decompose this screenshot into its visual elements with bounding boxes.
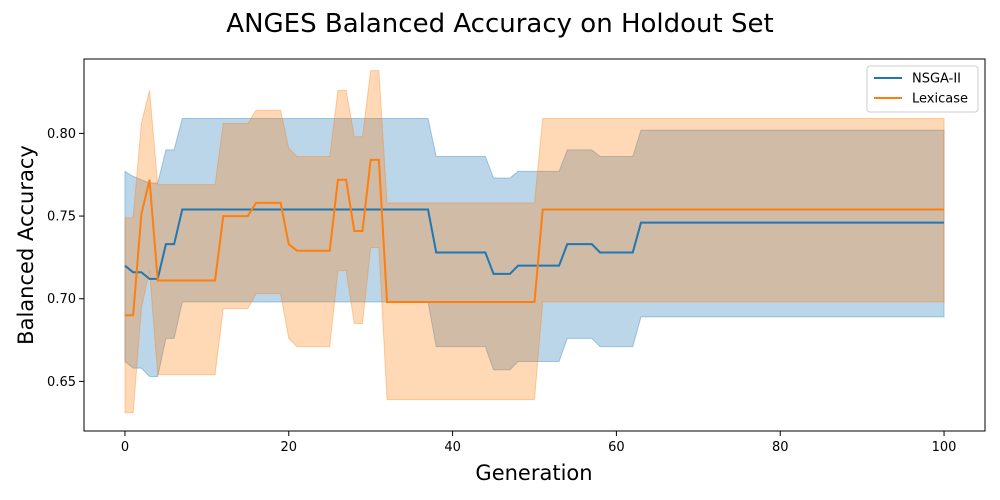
x-tick-label: 100 bbox=[932, 440, 957, 455]
line-nsga-ii bbox=[124, 208, 945, 280]
y-tick-label: 0.70 bbox=[47, 292, 76, 307]
legend-label: Lexicase bbox=[912, 92, 968, 107]
x-axis-label: Generation bbox=[475, 461, 592, 485]
x-axis-ticks: 0 20 40 60 80 100 bbox=[121, 431, 957, 455]
x-tick-label: 60 bbox=[608, 440, 625, 455]
y-tick-label: 0.75 bbox=[47, 210, 76, 225]
plot-frame bbox=[83, 58, 986, 432]
line-lexicase bbox=[124, 158, 945, 317]
band-nsga-ii bbox=[124, 118, 945, 377]
x-tick-label: 80 bbox=[772, 440, 789, 455]
legend-label: NSGA-II bbox=[912, 72, 961, 87]
legend: NSGA-II Lexicase bbox=[866, 65, 979, 113]
y-tick-label: 0.65 bbox=[47, 375, 76, 390]
y-axis-label: Balanced Accuracy bbox=[14, 145, 38, 345]
x-tick-label: 20 bbox=[280, 440, 297, 455]
x-tick-label: 40 bbox=[444, 440, 461, 455]
y-tick-label: 0.80 bbox=[47, 127, 76, 142]
x-tick-label: 0 bbox=[121, 440, 129, 455]
band-lexicase bbox=[124, 70, 945, 414]
y-axis-ticks: 0.65 0.70 0.75 0.80 bbox=[47, 127, 84, 390]
confidence-bands bbox=[124, 70, 945, 414]
series-lines bbox=[124, 158, 945, 317]
chart-title: ANGES Balanced Accuracy on Holdout Set bbox=[226, 9, 773, 39]
